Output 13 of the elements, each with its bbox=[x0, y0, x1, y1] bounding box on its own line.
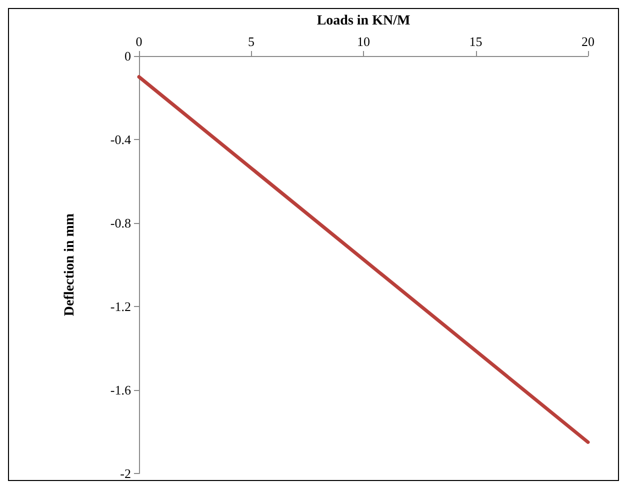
y-tick-label: -0.8 bbox=[110, 216, 131, 230]
x-tick-label: 10 bbox=[357, 34, 370, 49]
y-tick-label: 0 bbox=[124, 48, 131, 64]
y-tick-label: -0.4 bbox=[110, 132, 132, 147]
y-tick-label: -1.2 bbox=[110, 299, 131, 314]
x-tick-label: 5 bbox=[248, 34, 254, 49]
y-tick-label: -2 bbox=[120, 466, 131, 481]
y-axis-title: Deflection in mm bbox=[62, 213, 78, 316]
x-tick-label: 15 bbox=[469, 34, 482, 49]
x-tick-label: 20 bbox=[582, 34, 594, 49]
x-tick-label: 0 bbox=[136, 34, 142, 49]
x-axis-title: Loads in KN/M bbox=[316, 14, 410, 28]
y-tick-label: -1.6 bbox=[110, 382, 132, 398]
